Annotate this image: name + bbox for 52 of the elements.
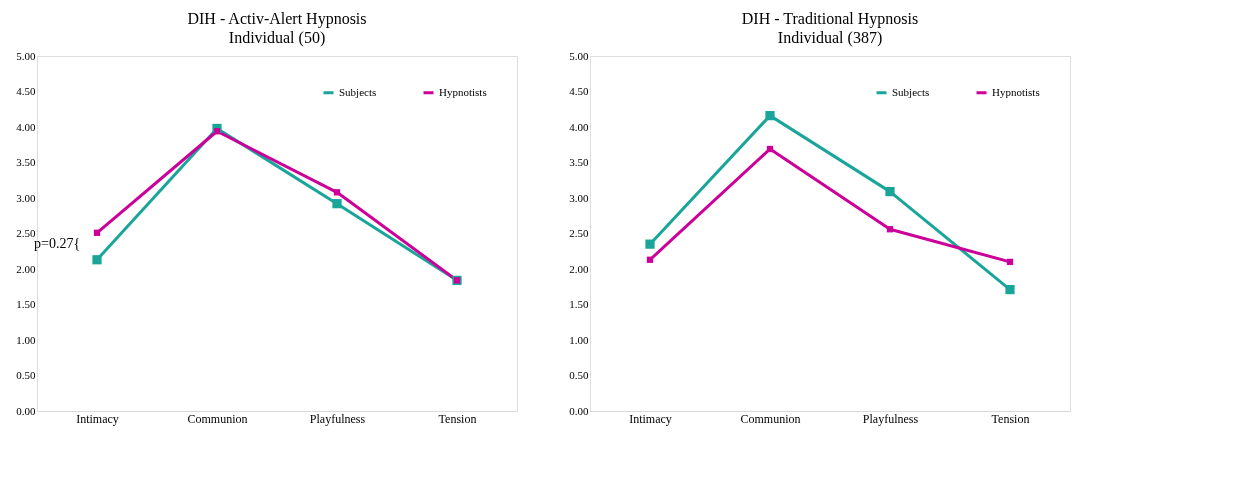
x-tick-label: Intimacy xyxy=(76,411,119,426)
x-tick-label: Playfulness xyxy=(309,411,366,426)
y-tick-label: 0.00 xyxy=(569,404,589,417)
point xyxy=(1006,258,1014,266)
y-tick-label: 2.00 xyxy=(16,262,36,275)
point xyxy=(333,189,341,196)
point xyxy=(646,256,654,263)
point xyxy=(765,111,775,121)
y-tick-label: 2.50 xyxy=(16,227,36,239)
y-tick-label: 1.50 xyxy=(569,298,589,310)
legend-label: Subjects xyxy=(892,85,930,98)
chart-title: DIH - Activ-Alert Hypnosis xyxy=(187,10,367,28)
y-tick-label: 3.00 xyxy=(569,191,589,204)
y-tick-label: 3.50 xyxy=(16,156,36,168)
y-tick-label: 0.00 xyxy=(16,404,36,417)
y-tick-label: 0.50 xyxy=(569,369,589,381)
y-tick-label: 2.00 xyxy=(569,262,589,275)
point xyxy=(332,199,342,209)
point xyxy=(885,187,895,197)
point xyxy=(886,226,894,233)
y-tick-label: 5.00 xyxy=(569,49,589,62)
legend-label: Hypnotists xyxy=(992,85,1040,98)
x-tick-label: Communion xyxy=(187,411,248,426)
y-tick-label: 4.50 xyxy=(16,85,36,97)
y-tick-label: 5.00 xyxy=(16,49,36,62)
annotation: p=0.27{ xyxy=(34,236,81,251)
y-tick-label: 3.50 xyxy=(569,156,589,168)
point xyxy=(1005,284,1015,295)
legend-label: Hypnotists xyxy=(439,85,487,98)
x-tick-label: Tension xyxy=(991,411,1030,426)
y-tick-label: 1.50 xyxy=(16,298,36,310)
y-tick-label: 3.00 xyxy=(16,191,36,204)
chart-subtitle: Individual (50) xyxy=(228,29,326,47)
x-tick-label: Tension xyxy=(438,411,477,426)
y-tick-label: 1.00 xyxy=(16,333,36,346)
point xyxy=(92,255,102,265)
chart-title: DIH - Traditional Hypnosis xyxy=(741,10,919,28)
y-tick-label: 4.00 xyxy=(569,120,589,133)
y-tick-label: 0.50 xyxy=(16,369,36,381)
x-tick-label: Communion xyxy=(740,411,801,426)
chart-subtitle: Individual (387) xyxy=(777,29,883,47)
y-tick-label: 1.00 xyxy=(569,333,589,346)
legend-label: Subjects xyxy=(339,85,377,98)
point xyxy=(213,128,221,135)
point xyxy=(645,239,655,249)
y-tick-label: 4.50 xyxy=(569,85,589,97)
y-tick-label: 2.50 xyxy=(569,227,589,239)
point xyxy=(766,145,774,153)
point xyxy=(93,229,101,236)
y-tick-label: 4.00 xyxy=(16,120,36,133)
x-tick-label: Playfulness xyxy=(862,411,919,426)
x-tick-label: Intimacy xyxy=(629,411,672,426)
